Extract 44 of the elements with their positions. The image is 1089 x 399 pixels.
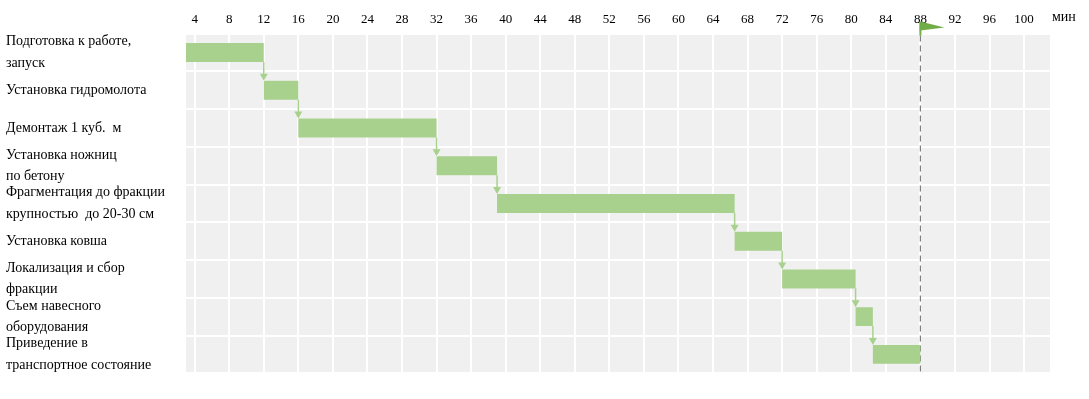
x-tick-label: 44 (533, 11, 548, 27)
x-tick-label: 20 (326, 11, 340, 27)
x-tick-label: 12 (257, 11, 271, 27)
bar (872, 344, 921, 364)
bar (497, 194, 735, 213)
y-tick-label: Приведение в транспортное состояние (6, 335, 152, 372)
x-tick-label: 52 (602, 11, 616, 27)
x-tick-label: 84 (879, 11, 893, 27)
x-tick-label: 32 (430, 11, 444, 27)
x-tick-label: 100 (1014, 11, 1034, 27)
x-tick-label: 76 (810, 11, 824, 27)
bar (186, 43, 264, 62)
y-tick-label: Локализация и сбор фракции (6, 259, 125, 297)
x-tick-label: 36 (464, 11, 479, 27)
x-tick-label: 72 (775, 11, 789, 27)
bar (782, 269, 856, 289)
x-tick-label: 68 (741, 11, 755, 27)
x-tick-label: 24 (360, 11, 375, 27)
x-tick-label: 80 (844, 11, 858, 27)
y-tick-label: Подготовка к работе, запуск (6, 33, 132, 70)
x-tick-label: 8 (225, 11, 233, 27)
x-tick-label: 28 (395, 11, 409, 27)
y-tick-label: Установка гидромолота (6, 81, 148, 97)
bar (855, 307, 873, 327)
x-tick-label: 4 (191, 11, 199, 27)
x-tick-label: 56 (637, 11, 651, 27)
y-tick-label: Фрагментация до фракции крупностью до 20-30 см (6, 184, 166, 221)
x-tick-label: 64 (706, 11, 721, 27)
x-tick-label: 96 (983, 11, 997, 27)
x-tick-label: 88 (913, 11, 927, 27)
bar (436, 156, 498, 176)
bar (298, 118, 437, 138)
y-tick-label: Съем навесного оборудования (6, 297, 102, 335)
x-tick-label: 60 (671, 11, 685, 27)
x-tick-label: 16 (291, 11, 306, 27)
y-tick-label: Демонтаж 1 куб. м (6, 119, 122, 135)
y-tick-label: Установка ковша (6, 232, 108, 248)
x-tick-label: 92 (948, 11, 962, 27)
x-tick-label: 40 (499, 11, 513, 27)
y-tick-label: Установка ножниц по бетону (6, 146, 118, 184)
x-axis-title: мин (1052, 9, 1077, 25)
bar (263, 80, 299, 100)
x-tick-label: 48 (568, 11, 582, 27)
bar (734, 231, 783, 251)
